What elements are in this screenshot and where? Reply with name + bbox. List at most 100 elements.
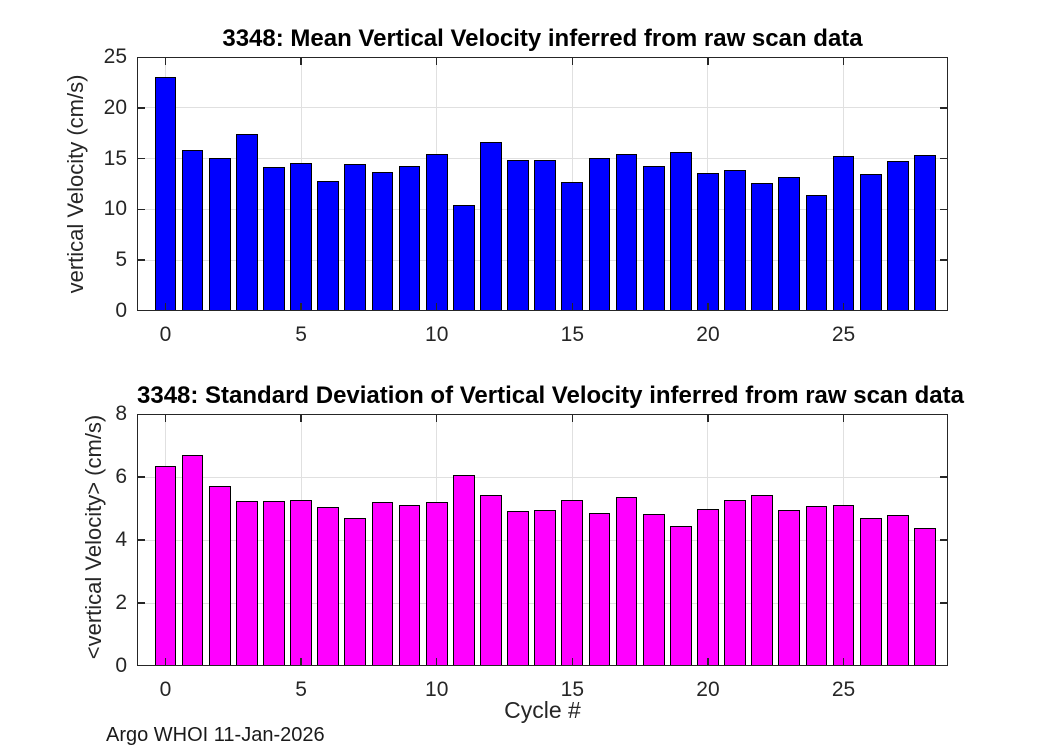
bar-cycle-28: [914, 154, 936, 311]
y-tick-mark: [137, 157, 145, 160]
bar-cycle-15: [561, 499, 584, 666]
bar-cycle-7: [344, 164, 367, 311]
bar-cycle-2: [208, 485, 231, 666]
x-tick-mark: [571, 414, 574, 422]
bar-cycle-17: [615, 154, 638, 311]
y-tick-label: 4: [115, 528, 127, 551]
y-tick-mark: [137, 259, 145, 261]
gridline-horizontal: [137, 107, 948, 109]
bar-cycle-20: [697, 173, 719, 311]
x-tick-mark: [707, 303, 709, 311]
x-tick-label: 0: [159, 678, 172, 701]
bar-cycle-25: [832, 155, 855, 311]
chart-title: 3348: Standard Deviation of Vertical Vel…: [137, 382, 964, 409]
bar-cycle-12: [480, 142, 502, 311]
bar-cycle-17: [615, 497, 638, 666]
bar-cycle-9: [398, 505, 421, 666]
bar-cycle-22: [751, 495, 774, 666]
bar-cycle-27: [886, 160, 909, 311]
y-tick-mark: [940, 476, 948, 478]
bar-cycle-1: [181, 454, 204, 666]
bar-cycle-13: [507, 159, 529, 311]
bar-cycle-4: [263, 501, 285, 666]
bar-cycle-3: [236, 133, 258, 311]
x-tick-mark: [164, 414, 167, 422]
y-tick-label: 8: [115, 402, 127, 425]
x-tick-mark: [842, 303, 845, 311]
bar-cycle-6: [317, 180, 340, 311]
bar-cycle-5: [290, 163, 312, 311]
bar-cycle-0: [154, 465, 177, 666]
bar-cycle-16: [588, 513, 611, 666]
x-tick-mark: [435, 414, 438, 422]
bar-cycle-16: [588, 157, 611, 311]
bar-cycle-3: [236, 501, 258, 666]
x-tick-mark: [164, 57, 167, 65]
x-tick-mark: [571, 57, 574, 65]
x-tick-label: 15: [560, 323, 585, 346]
bar-cycle-24: [805, 195, 828, 311]
y-tick-mark: [137, 602, 145, 604]
bar-cycle-10: [425, 154, 448, 311]
bar-cycle-23: [778, 176, 801, 311]
y-tick-label: 10: [103, 197, 127, 221]
gridline-horizontal: [137, 158, 948, 160]
x-tick-mark: [842, 57, 845, 65]
x-tick-mark: [300, 414, 302, 422]
bar-cycle-15: [561, 181, 584, 311]
y-tick-label: 15: [103, 146, 127, 170]
chart-title: 3348: Mean Vertical Velocity inferred fr…: [222, 25, 863, 52]
bar-cycle-13: [507, 510, 529, 666]
y-tick-mark: [137, 107, 145, 109]
x-tick-mark: [435, 57, 438, 65]
bar-cycle-7: [344, 517, 367, 666]
bar-cycle-26: [859, 517, 882, 666]
x-tick-label: 15: [560, 678, 585, 701]
x-tick-label: 10: [425, 323, 449, 346]
bar-cycle-28: [914, 528, 936, 666]
bar-cycle-24: [805, 505, 828, 666]
bar-cycle-14: [534, 159, 557, 311]
y-tick-label: 2: [115, 591, 127, 614]
gridline-horizontal: [137, 476, 948, 478]
y-tick-label: 0: [115, 654, 127, 677]
x-tick-label: 0: [159, 323, 172, 346]
bar-cycle-11: [452, 474, 475, 666]
bar-cycle-14: [534, 509, 557, 666]
bar-cycle-4: [263, 166, 285, 311]
x-tick-mark: [435, 303, 438, 311]
bar-cycle-6: [317, 506, 340, 666]
bar-cycle-26: [859, 174, 882, 311]
bar-cycle-23: [778, 509, 801, 666]
plot-area: 0 5 10 15 20 25 0 5 10 15 20 25: [104, 45, 948, 346]
y-tick-mark: [940, 107, 948, 109]
bar-cycle-19: [669, 151, 692, 311]
y-tick-mark: [940, 259, 948, 261]
bar-cycle-20: [697, 509, 719, 666]
bar-cycle-5: [290, 500, 312, 666]
footer-text: Argo WHOI 11-Jan-2026: [106, 724, 325, 746]
y-tick-label: 5: [115, 248, 127, 272]
x-tick-mark: [707, 57, 709, 65]
bar-cycle-27: [886, 515, 909, 666]
x-tick-label: 10: [425, 678, 449, 701]
plot-area: 0 2 4 6 8 0 5 10 15 20 25: [115, 402, 948, 701]
y-tick-mark: [137, 539, 145, 541]
bar-cycle-11: [452, 205, 475, 311]
x-tick-label: 20: [696, 678, 720, 701]
bar-cycle-18: [642, 514, 665, 666]
y-tick-mark: [137, 208, 145, 211]
y-tick-mark: [940, 157, 948, 160]
x-tick-mark: [707, 414, 709, 422]
x-tick-mark: [164, 303, 167, 311]
x-tick-label: 5: [295, 678, 307, 701]
y-tick-mark: [137, 476, 145, 478]
x-tick-mark: [571, 303, 574, 311]
y-tick-label: 25: [103, 45, 127, 68]
bar-cycle-21: [724, 500, 746, 666]
bar-cycle-12: [480, 494, 502, 666]
x-tick-mark: [707, 658, 709, 666]
bar-cycle-19: [669, 525, 692, 666]
y-tick-mark: [940, 539, 948, 541]
